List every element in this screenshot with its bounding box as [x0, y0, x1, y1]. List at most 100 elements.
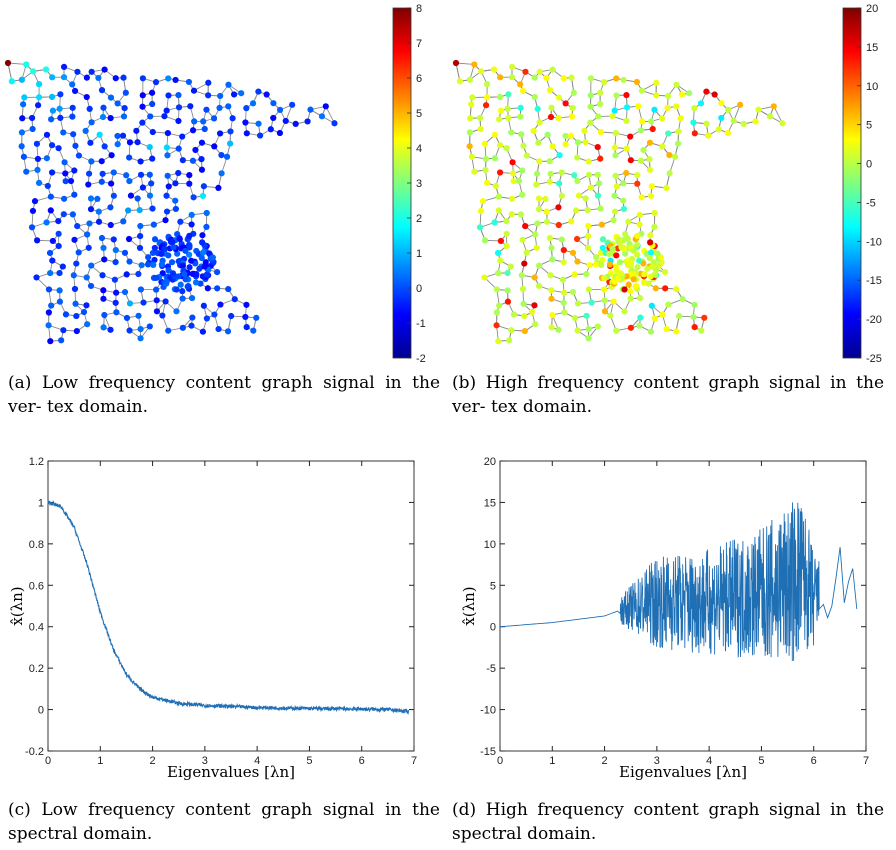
colorbar-tick-label: -20: [866, 314, 882, 326]
graph-node: [663, 184, 670, 191]
graph-node: [243, 301, 250, 308]
graph-node: [23, 168, 30, 175]
graph-node: [75, 152, 83, 159]
graph-node: [691, 301, 698, 308]
graph-node: [601, 308, 609, 315]
graph-node: [161, 245, 168, 253]
graph-node: [533, 244, 540, 251]
graph-node: [98, 178, 105, 185]
graph-node: [322, 103, 329, 110]
graph-node: [561, 309, 568, 316]
graph-node: [45, 322, 52, 329]
graph-node: [547, 272, 554, 279]
graph-node: [209, 254, 216, 261]
graph-node: [724, 106, 732, 113]
graph-node: [186, 180, 193, 187]
colorbar-tick-label: 20: [866, 3, 878, 15]
graph-node: [606, 261, 614, 268]
graph-node: [225, 285, 232, 293]
graph-node: [508, 129, 515, 136]
graph-node: [651, 209, 658, 217]
graph-node: [627, 288, 634, 295]
graph-node: [623, 169, 630, 177]
y-tick-label: 15: [484, 497, 496, 509]
graph-node: [146, 171, 153, 178]
graph-node: [82, 127, 89, 135]
graph-node: [56, 298, 64, 305]
graph-node: [199, 239, 206, 246]
graph-node: [664, 104, 671, 111]
graph-node: [737, 101, 744, 108]
graph-node: [71, 285, 79, 293]
graph-node: [587, 184, 595, 191]
plot-frame: [47, 460, 415, 752]
graph-node: [648, 249, 655, 256]
graph-node: [196, 265, 203, 272]
graph-node: [200, 249, 207, 256]
x-tick-label: 3: [654, 755, 660, 767]
graph-node: [653, 79, 660, 86]
graph-node: [535, 282, 543, 290]
graph-node: [587, 119, 594, 126]
graph-node: [594, 143, 601, 151]
graph-node: [134, 139, 141, 146]
graph-node: [521, 312, 528, 320]
graph-node: [648, 302, 655, 309]
graph-node: [633, 282, 640, 290]
graph-node: [585, 222, 592, 230]
graph-node: [43, 219, 50, 226]
graph-node: [569, 288, 577, 296]
graph-node: [677, 115, 684, 122]
graph-node: [229, 115, 236, 122]
graph-node: [482, 155, 490, 163]
graph-node: [493, 309, 500, 316]
graph-node: [671, 153, 679, 160]
graph-node: [18, 129, 26, 136]
graph-node: [574, 154, 581, 161]
graph-node: [730, 117, 737, 125]
graph-node: [211, 311, 218, 318]
graph-node: [139, 92, 146, 99]
graph-node: [482, 102, 490, 109]
colorbar-tick-label: 5: [866, 120, 872, 132]
graph-node: [510, 178, 517, 185]
graph-node: [452, 59, 460, 67]
graph-node: [546, 234, 554, 242]
graph-node: [503, 145, 510, 152]
graph-node: [636, 257, 643, 264]
graph-node: [638, 87, 646, 94]
graph-node: [55, 145, 62, 152]
graph-node: [69, 104, 76, 111]
graph-node: [607, 312, 614, 319]
graph-node: [558, 169, 565, 176]
graph-node: [535, 206, 543, 213]
graph-node: [225, 81, 232, 88]
graph-node: [587, 92, 594, 99]
graph-node: [584, 206, 591, 214]
graph-node: [520, 300, 527, 307]
graph-node: [74, 223, 81, 230]
graph-node: [98, 87, 106, 94]
graph-node: [42, 66, 50, 73]
graph-node: [108, 152, 115, 159]
graph-node: [168, 259, 176, 266]
graph-node: [20, 153, 28, 160]
graph-node: [139, 119, 146, 126]
graph-node: [600, 274, 608, 282]
graph-node: [625, 218, 632, 225]
graph-node: [34, 102, 42, 109]
graph-node: [510, 170, 517, 177]
graph-node: [597, 155, 604, 162]
graph-node: [497, 74, 504, 81]
graph-node: [476, 224, 484, 231]
graph-node: [201, 263, 208, 270]
y-tick-label: 0.8: [29, 539, 44, 551]
graph-node: [522, 68, 529, 75]
graph-node: [666, 170, 673, 177]
graph-node: [125, 207, 132, 214]
graph-node: [534, 105, 541, 113]
graph-node: [174, 250, 181, 257]
graph-node: [189, 127, 197, 134]
graph-node: [691, 105, 698, 112]
graph-node: [71, 87, 79, 95]
